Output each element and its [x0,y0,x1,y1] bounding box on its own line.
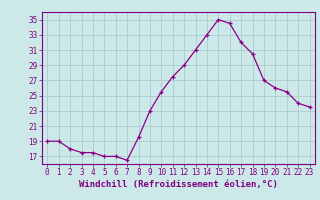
X-axis label: Windchill (Refroidissement éolien,°C): Windchill (Refroidissement éolien,°C) [79,180,278,189]
